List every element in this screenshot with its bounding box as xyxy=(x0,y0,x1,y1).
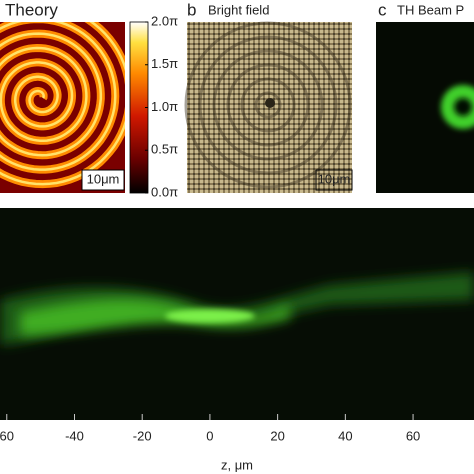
scale-bar-box xyxy=(315,169,353,191)
propagation-image xyxy=(0,208,474,420)
scale-bar-box xyxy=(81,169,125,191)
panel-letter: b xyxy=(187,0,196,19)
scale-bar: 10μm xyxy=(87,171,120,186)
x-tick-label: 40 xyxy=(338,428,352,443)
panel-title: TH Beam P xyxy=(397,2,464,17)
x-tick-label: -40 xyxy=(65,428,84,443)
x-axis-label: z, μm xyxy=(221,457,253,472)
colorbar-tick-label: 2.0π xyxy=(151,13,178,28)
beam-image xyxy=(376,22,474,193)
colorbar-tick-label: 0.5π xyxy=(151,142,178,157)
x-tick-label: 60 xyxy=(0,428,14,443)
colorbar-tick-label: 1.5π xyxy=(151,56,178,71)
panel-title: Theory xyxy=(5,0,58,19)
center xyxy=(265,98,275,108)
scale-bar: 10μm xyxy=(318,171,351,186)
theory-image xyxy=(0,22,125,193)
panel-letter: c xyxy=(378,0,387,19)
panel-title: Bright field xyxy=(208,2,269,17)
rings xyxy=(184,21,352,189)
x-tick-label: 20 xyxy=(270,428,284,443)
x-tick-label: 0 xyxy=(206,428,213,443)
colorbar-tick-label: 0.0π xyxy=(151,184,178,199)
x-tick-label: 60 xyxy=(406,428,420,443)
x-tick-label: -20 xyxy=(133,428,152,443)
colorbar-tick-label: 1.0π xyxy=(151,99,178,114)
